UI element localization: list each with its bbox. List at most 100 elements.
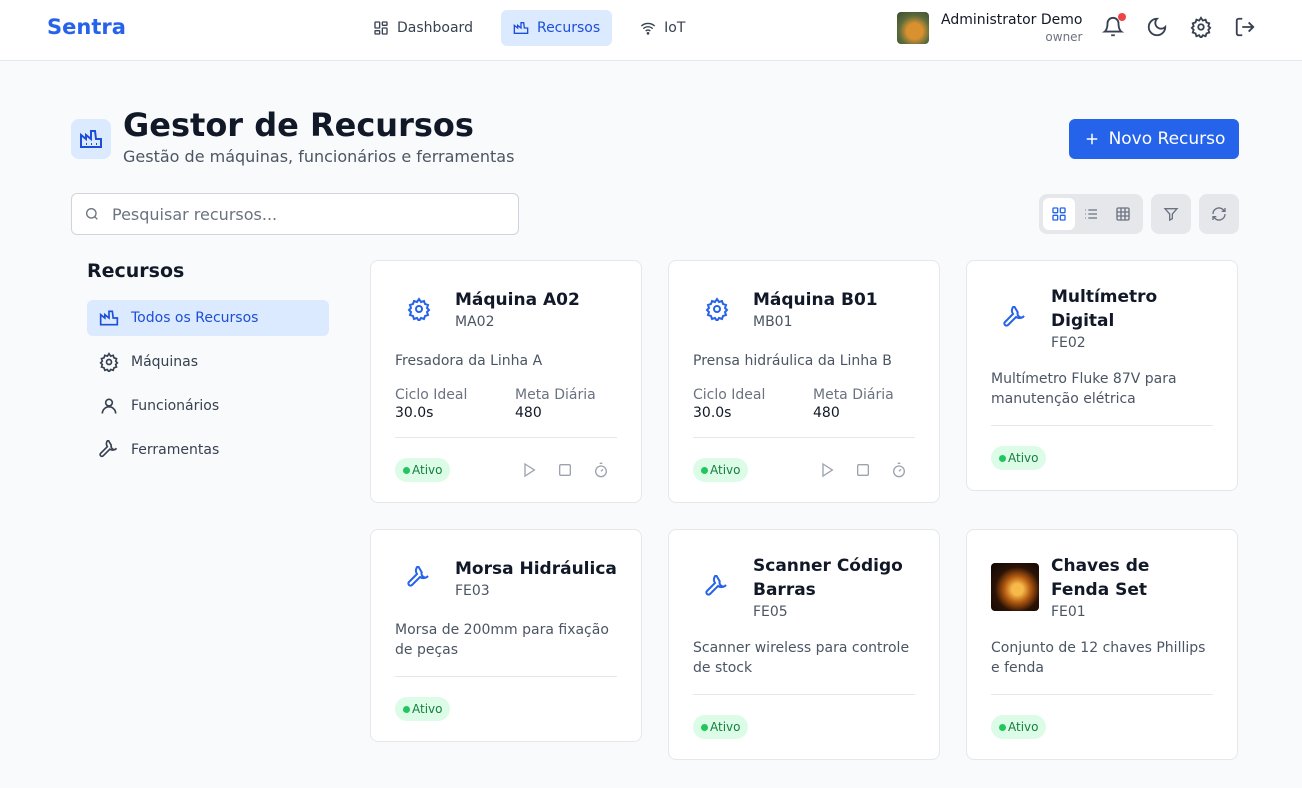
divider <box>693 694 915 695</box>
table-view-button[interactable] <box>1107 198 1139 230</box>
sidebar-item-tools[interactable]: Ferramentas <box>87 432 329 468</box>
sidebar-item-machines[interactable]: Máquinas <box>87 344 329 380</box>
divider <box>991 694 1213 695</box>
page-subtitle: Gestão de máquinas, funcionários e ferra… <box>123 147 515 166</box>
resource-card[interactable]: Máquina A02 MA02 Fresadora da Linha A Cicl… <box>370 260 642 503</box>
notification-dot <box>1118 13 1126 21</box>
filter-button[interactable] <box>1151 194 1191 234</box>
refresh-button[interactable] <box>1199 194 1239 234</box>
stat-value: 30.0s <box>693 405 732 421</box>
plus-icon <box>1083 130 1101 148</box>
stat-label: Meta Diária <box>813 387 894 403</box>
search-input[interactable] <box>112 204 492 224</box>
nav-iot[interactable]: IoT <box>628 10 697 46</box>
resource-code: MA02 <box>455 314 495 330</box>
resource-card[interactable]: Máquina B01 MB01 Prensa hidráulica da Lin… <box>668 260 940 503</box>
status-label: Ativo <box>710 720 741 734</box>
stat-value: 480 <box>515 405 542 421</box>
divider <box>991 425 1213 426</box>
bell-icon[interactable] <box>1102 13 1126 38</box>
grid-view-button[interactable] <box>1043 198 1075 230</box>
resource-code: MB01 <box>753 314 793 330</box>
resource-name: Multímetro Digital <box>1051 287 1158 331</box>
divider <box>395 437 617 438</box>
status-dot <box>403 705 410 713</box>
wrench-icon <box>991 294 1039 342</box>
search-box <box>71 193 519 235</box>
refresh-icon <box>1211 206 1227 222</box>
status-badge: Ativo <box>395 458 451 482</box>
resource-code: FE05 <box>753 604 788 620</box>
user-icon <box>99 396 119 416</box>
wifi-icon <box>640 20 656 36</box>
stop-icon[interactable] <box>557 462 573 478</box>
sidebar-item-label: Todos os Recursos <box>131 310 259 326</box>
resource-stats: Ciclo Ideal 30.0s Meta Diária 480 <box>395 387 617 421</box>
nav-label: Dashboard <box>397 20 473 36</box>
status-badge: Ativo <box>693 458 749 482</box>
user-menu[interactable]: Administrator Demo owner <box>897 12 1082 44</box>
wrench-icon <box>395 554 443 602</box>
sidebar-item-label: Ferramentas <box>131 442 220 458</box>
timer-icon[interactable] <box>891 462 907 478</box>
resource-card[interactable]: Scanner Código Barras FE05 Scanner wirele… <box>668 529 940 760</box>
status-badge: Ativo <box>693 715 749 739</box>
resource-stats: Ciclo Ideal 30.0s Meta Diária 480 <box>693 387 915 421</box>
logout-icon[interactable] <box>1234 16 1256 38</box>
stat-label: Meta Diária <box>515 387 596 403</box>
main-nav: Dashboard Recursos IoT <box>361 10 697 46</box>
toolbar-icons <box>1102 13 1256 38</box>
resource-name: Chaves de Fenda Set <box>1051 556 1150 600</box>
filter-icon <box>1163 206 1179 222</box>
status-badge: Ativo <box>395 697 451 721</box>
factory-icon <box>513 20 529 36</box>
resource-name: Máquina B01 <box>753 290 878 310</box>
resource-code: FE03 <box>455 583 490 599</box>
avatar <box>897 12 929 44</box>
sidebar-item-employees[interactable]: Funcionários <box>87 388 329 424</box>
button-label: Novo Recurso <box>1108 129 1226 149</box>
resource-name: Morsa Hidráulica <box>455 559 617 579</box>
timer-icon[interactable] <box>593 462 609 478</box>
resource-card[interactable]: Morsa Hidráulica FE03 Morsa de 200mm para… <box>370 529 642 742</box>
status-label: Ativo <box>412 702 443 716</box>
resource-description: Prensa hidráulica da Linha B <box>693 353 892 369</box>
status-dot <box>403 466 410 474</box>
gear-icon[interactable] <box>1190 16 1212 38</box>
status-label: Ativo <box>1008 451 1039 465</box>
nav-dashboard[interactable]: Dashboard <box>361 10 485 46</box>
stat-label: Ciclo Ideal <box>395 387 468 403</box>
status-dot <box>999 723 1006 731</box>
status-label: Ativo <box>1008 720 1039 734</box>
resource-image <box>991 563 1039 611</box>
play-icon[interactable] <box>819 462 835 478</box>
play-icon[interactable] <box>521 462 537 478</box>
page-title: Gestor de Recursos <box>123 106 474 144</box>
gear-icon <box>99 352 119 372</box>
wrench-icon <box>693 563 741 611</box>
resource-code: FE01 <box>1051 604 1086 620</box>
brand-logo[interactable]: Sentra <box>47 15 126 39</box>
sidebar-item-label: Funcionários <box>131 398 220 414</box>
resource-card[interactable]: Multímetro Digital FE02 Multímetro Fluke … <box>966 260 1238 491</box>
new-resource-button[interactable]: Novo Recurso <box>1069 119 1239 159</box>
nav-label: Recursos <box>536 20 601 36</box>
list-view-button[interactable] <box>1075 198 1107 230</box>
resource-description: Scanner wireless para controle de stock <box>693 640 910 676</box>
resource-sidebar: Recursos Todos os Recursos Máquinas Func… <box>87 260 329 476</box>
resource-description: Fresadora da Linha A <box>395 353 543 369</box>
status-dot <box>999 454 1006 462</box>
sidebar-item-all[interactable]: Todos os Recursos <box>87 300 329 336</box>
sidebar-item-label: Máquinas <box>131 354 199 370</box>
resource-card[interactable]: Chaves de Fenda Set FE01 Conjunto de 12 c… <box>966 529 1238 760</box>
top-bar: Sentra Dashboard Recursos IoT Administra… <box>0 0 1302 61</box>
gear-icon <box>693 285 741 333</box>
nav-recursos[interactable]: Recursos <box>500 10 613 46</box>
search-icon <box>84 206 100 222</box>
stop-icon[interactable] <box>855 462 871 478</box>
status-dot <box>701 723 708 731</box>
nav-label: IoT <box>664 20 686 36</box>
status-badge: Ativo <box>991 715 1047 739</box>
moon-icon[interactable] <box>1146 16 1168 38</box>
resource-description: Multímetro Fluke 87V para manutenção elé… <box>991 371 1177 407</box>
